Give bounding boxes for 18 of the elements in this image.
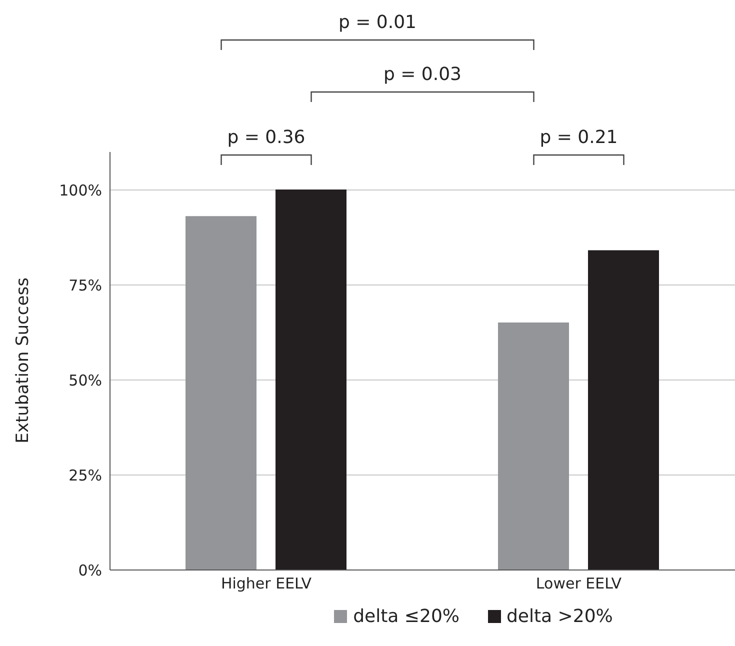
bar (186, 216, 256, 570)
y-tick-label: 25% (68, 466, 102, 484)
y-tick-label: 50% (68, 371, 102, 390)
text: p = 0.03 (383, 64, 462, 85)
x-tick-label: Higher EELV (220, 574, 312, 593)
text: p = 0.01 (338, 12, 417, 33)
bar (498, 322, 569, 570)
bar (588, 250, 659, 570)
y-tick-label: 0% (78, 561, 102, 580)
text: p = 0.36 (227, 127, 306, 148)
legend-label: delta ≤20% (352, 606, 460, 627)
y-tick-label: 100% (59, 181, 102, 200)
y-axis-title: Extubation Success (12, 277, 33, 444)
text: p = 0.21 (540, 127, 618, 148)
x-tick-label: Lower EELV (536, 574, 622, 593)
bar (276, 190, 346, 570)
legend-label: delta >20% (506, 606, 613, 627)
y-tick-label: 75% (68, 276, 102, 294)
